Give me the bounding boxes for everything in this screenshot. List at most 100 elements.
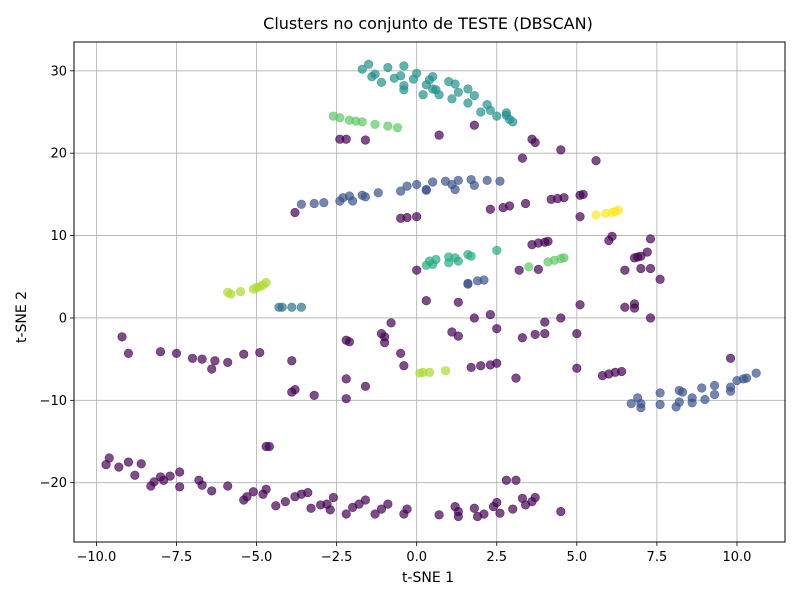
data-point xyxy=(709,389,720,400)
data-point xyxy=(242,492,252,502)
data-point xyxy=(540,317,550,327)
data-points xyxy=(101,59,761,522)
data-point xyxy=(492,497,502,508)
data-point xyxy=(155,347,166,357)
data-point xyxy=(309,390,319,400)
y-tick-label: 30 xyxy=(50,64,67,79)
data-point xyxy=(453,511,463,522)
data-point xyxy=(251,282,262,293)
data-point xyxy=(645,234,656,244)
data-point xyxy=(287,387,297,397)
data-point xyxy=(504,201,515,211)
data-point xyxy=(469,503,479,513)
data-point xyxy=(271,501,281,511)
data-point xyxy=(492,324,502,334)
data-point xyxy=(197,480,207,490)
data-point xyxy=(495,176,505,186)
x-tick-label: −2.5 xyxy=(321,550,353,565)
data-point xyxy=(396,186,406,196)
data-point xyxy=(469,120,479,130)
data-point xyxy=(341,134,351,144)
data-point xyxy=(357,64,367,74)
data-point xyxy=(479,509,489,519)
data-point xyxy=(114,462,124,472)
data-point xyxy=(533,264,543,274)
data-point xyxy=(453,175,463,185)
data-point xyxy=(296,302,306,312)
data-point xyxy=(559,253,569,263)
data-point xyxy=(431,254,441,265)
data-point xyxy=(591,156,601,166)
data-point xyxy=(492,111,502,121)
data-point xyxy=(440,366,451,376)
data-point xyxy=(517,333,527,343)
data-point xyxy=(453,256,463,266)
y-tick-label: 0 xyxy=(59,311,67,326)
data-point xyxy=(524,262,534,272)
data-point xyxy=(277,302,287,312)
data-point xyxy=(396,71,406,81)
data-point xyxy=(556,313,566,323)
data-point xyxy=(613,205,624,215)
data-point xyxy=(287,356,297,366)
data-point xyxy=(412,179,422,190)
data-point xyxy=(136,459,146,469)
data-point xyxy=(223,481,233,491)
data-point xyxy=(428,71,438,82)
data-point xyxy=(655,388,665,398)
data-point xyxy=(725,386,736,396)
data-point xyxy=(399,81,409,91)
data-point xyxy=(447,327,457,337)
data-point xyxy=(155,472,166,482)
cluster-group xyxy=(101,120,736,522)
data-point xyxy=(591,210,601,220)
data-point xyxy=(280,497,290,507)
data-point xyxy=(482,175,492,185)
data-point xyxy=(732,375,742,386)
plot-frame xyxy=(73,41,786,543)
data-point xyxy=(328,492,339,503)
data-point xyxy=(360,495,371,505)
data-point xyxy=(149,477,159,487)
cluster-group xyxy=(328,111,569,272)
data-point xyxy=(645,263,656,274)
data-point xyxy=(511,373,521,383)
data-point xyxy=(709,380,720,391)
data-point xyxy=(511,475,521,485)
data-point xyxy=(508,504,518,514)
data-point xyxy=(360,381,371,391)
data-point xyxy=(255,347,265,358)
cluster-group xyxy=(591,205,624,220)
data-point xyxy=(370,69,380,79)
data-point xyxy=(412,212,422,222)
data-point xyxy=(466,251,476,261)
data-point xyxy=(725,353,736,363)
data-point xyxy=(197,354,207,364)
data-point xyxy=(642,247,652,257)
data-point xyxy=(479,275,489,285)
data-point xyxy=(370,509,380,519)
x-tick-label: 5.0 xyxy=(566,550,587,565)
data-point xyxy=(434,510,444,520)
data-point xyxy=(130,470,140,480)
data-point xyxy=(575,212,585,222)
x-axis-ticks: −10.0 −7.5 −5.0 −2.5 0.0 2.5 5.0 7.5 10.0 xyxy=(76,542,751,565)
data-point xyxy=(540,328,550,339)
data-point xyxy=(123,457,134,467)
data-point xyxy=(485,310,495,320)
data-point xyxy=(572,328,582,339)
data-point xyxy=(335,113,345,123)
data-point xyxy=(319,198,329,208)
data-point xyxy=(636,263,646,274)
data-point xyxy=(424,367,435,377)
data-point xyxy=(517,153,527,163)
data-point xyxy=(101,459,111,470)
data-point xyxy=(309,198,319,209)
data-point xyxy=(354,499,364,509)
x-tick-label: −7.5 xyxy=(161,550,193,565)
cluster-group xyxy=(223,277,451,378)
data-point xyxy=(677,387,688,397)
x-tick-label: −5.0 xyxy=(241,550,273,565)
data-point xyxy=(453,297,463,307)
